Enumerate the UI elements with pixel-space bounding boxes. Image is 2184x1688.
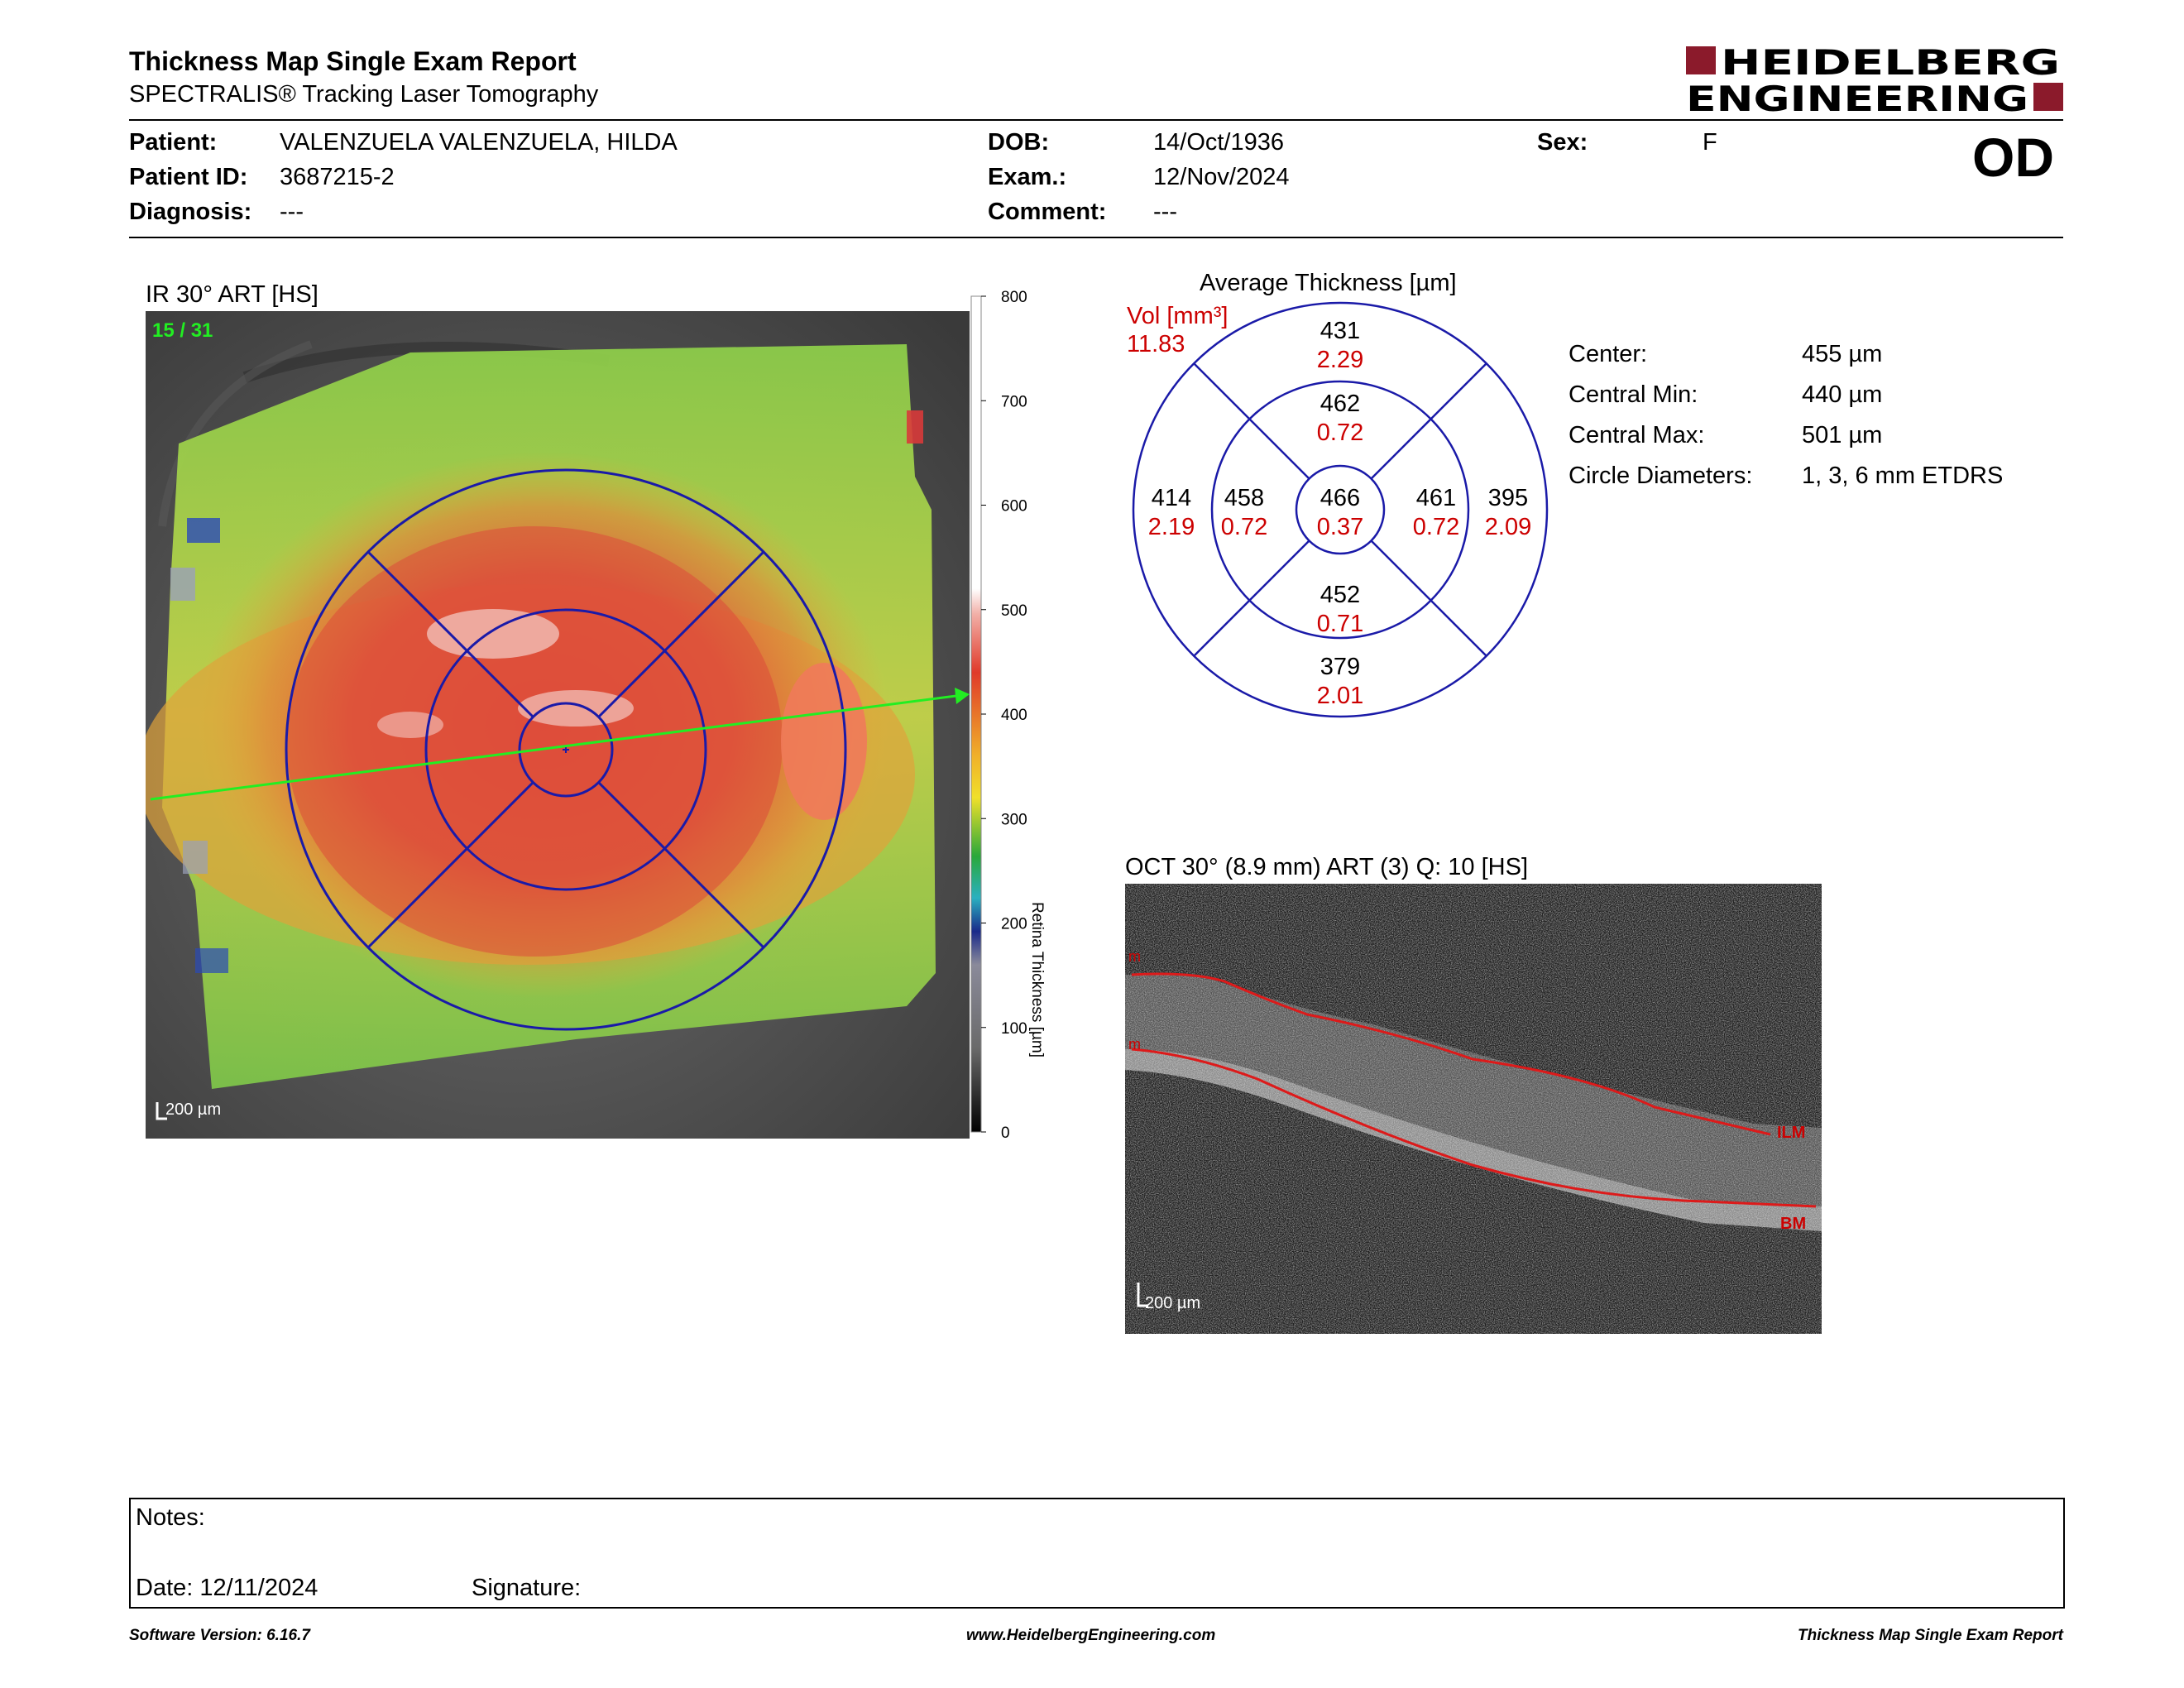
patient-id-label: Patient ID: <box>129 164 248 190</box>
central-min-value: 440 µm <box>1802 381 1883 408</box>
inner-temporal-thickness: 458 <box>1224 485 1264 511</box>
exam-label: Exam.: <box>988 164 1067 190</box>
colorbar-tick-label: 0 <box>1001 1125 1010 1142</box>
exam-date: 12/Nov/2024 <box>1153 164 1290 190</box>
comment-value: --- <box>1153 199 1177 225</box>
patient-id: 3687215-2 <box>280 164 395 190</box>
ilm-label: ILM <box>1777 1124 1806 1142</box>
colorbar-label: Retina Thickness [µm] <box>1028 902 1046 1057</box>
center-stat-value: 455 µm <box>1802 341 1883 367</box>
outer-superior-thickness: 431 <box>1320 318 1360 344</box>
svg-text:m: m <box>1128 1036 1141 1053</box>
inner-superior-thickness: 462 <box>1320 391 1360 417</box>
report-title: Thickness Map Single Exam Report <box>129 46 577 76</box>
fundus-title: IR 30° ART [HS] <box>146 281 318 308</box>
notes-box[interactable] <box>129 1498 2065 1609</box>
heidelberg-logo: HEIDELBERG ENGINEERING <box>1686 42 2063 119</box>
oct-bscan-image[interactable]: m m ILM BM 200 µm <box>1125 884 1822 1334</box>
sex-value: F <box>1703 129 1717 156</box>
inner-nasal-thickness: 461 <box>1416 485 1456 511</box>
vol-label: Vol [mm³] <box>1127 303 1228 329</box>
notes-date: Date: 12/11/2024 <box>136 1575 318 1601</box>
circle-diameters-value: 1, 3, 6 mm ETDRS <box>1802 463 2004 489</box>
report-subtitle: SPECTRALIS® Tracking Laser Tomography <box>129 81 599 108</box>
svg-text:ENGINEERING: ENGINEERING <box>1686 79 2028 114</box>
etdrs-grid-chart: Vol [mm³] 11.83 431 2.29 462 0.72 466 0.… <box>1122 298 1552 728</box>
outer-inferior-thickness: 379 <box>1320 654 1360 680</box>
colorbar-tick-label: 700 <box>1001 393 1027 410</box>
diagnosis-label: Diagnosis: <box>129 199 252 225</box>
eye-indicator: OD <box>1972 127 2054 188</box>
circle-diameters-label: Circle Diameters: <box>1569 463 1753 489</box>
svg-text:HEIDELBERG: HEIDELBERG <box>1721 45 2060 83</box>
software-version: Software Version: 6.16.7 <box>129 1627 310 1644</box>
colorbar-tick-label: 400 <box>1001 707 1027 724</box>
dob-label: DOB: <box>988 129 1050 156</box>
patient-label: Patient: <box>129 129 218 156</box>
center-thickness: 466 <box>1320 485 1360 511</box>
center-stat-label: Center: <box>1569 341 1648 367</box>
website-link[interactable]: www.HeidelbergEngineering.com <box>966 1627 1216 1644</box>
oct-title: OCT 30° (8.9 mm) ART (3) Q: 10 [HS] <box>1125 854 1529 880</box>
header-divider <box>129 119 2063 121</box>
inner-temporal-volume: 0.72 <box>1221 514 1267 540</box>
outer-nasal-volume: 2.09 <box>1485 514 1531 540</box>
sex-label: Sex: <box>1537 129 1588 156</box>
inner-nasal-volume: 0.72 <box>1413 514 1459 540</box>
outer-temporal-thickness: 414 <box>1152 485 1191 511</box>
colorbar-tick-label: 600 <box>1001 498 1027 516</box>
patient-divider <box>129 237 2063 238</box>
footer-report-name: Thickness Map Single Exam Report <box>1798 1627 2063 1644</box>
bm-label: BM <box>1780 1215 1807 1233</box>
central-max-value: 501 µm <box>1802 422 1883 448</box>
colorbar-tick-label: 300 <box>1001 811 1027 828</box>
fundus-scale-label: 200 µm <box>165 1101 222 1119</box>
outer-superior-volume: 2.29 <box>1317 347 1363 373</box>
inner-inferior-volume: 0.71 <box>1317 611 1363 637</box>
etdrs-title: Average Thickness [µm] <box>1200 270 1457 296</box>
colorbar-tick-label: 800 <box>1001 289 1027 306</box>
outer-nasal-thickness: 395 <box>1488 485 1528 511</box>
dob-value: 14/Oct/1936 <box>1153 129 1284 156</box>
patient-name: VALENZUELA VALENZUELA, HILDA <box>280 129 678 156</box>
notes-label: Notes: <box>136 1504 205 1531</box>
outer-inferior-volume: 2.01 <box>1317 683 1363 709</box>
colorbar-tick-label: 100 <box>1001 1020 1027 1038</box>
outer-temporal-volume: 2.19 <box>1148 514 1195 540</box>
vol-total: 11.83 <box>1127 331 1185 357</box>
diagnosis-value: --- <box>280 199 304 225</box>
comment-label: Comment: <box>988 199 1107 225</box>
frame-counter: 15 / 31 <box>152 319 213 342</box>
center-volume: 0.37 <box>1317 514 1363 540</box>
signature-label: Signature: <box>472 1575 582 1601</box>
inner-inferior-thickness: 452 <box>1320 582 1360 608</box>
central-min-label: Central Min: <box>1569 381 1698 408</box>
oct-scale-label: 200 µm <box>1145 1294 1201 1312</box>
inner-superior-volume: 0.72 <box>1317 420 1363 446</box>
colorbar-tick-label: 200 <box>1001 916 1027 933</box>
central-max-label: Central Max: <box>1569 422 1705 448</box>
svg-text:m: m <box>1128 948 1141 965</box>
colorbar-tick-label: 500 <box>1001 602 1027 620</box>
thickness-colorbar: 800 700 600 500 400 300 200 100 0 Retina Thickne… <box>970 288 1069 1149</box>
fundus-thickness-map[interactable]: 15 / 31 200 µm <box>146 311 970 1139</box>
